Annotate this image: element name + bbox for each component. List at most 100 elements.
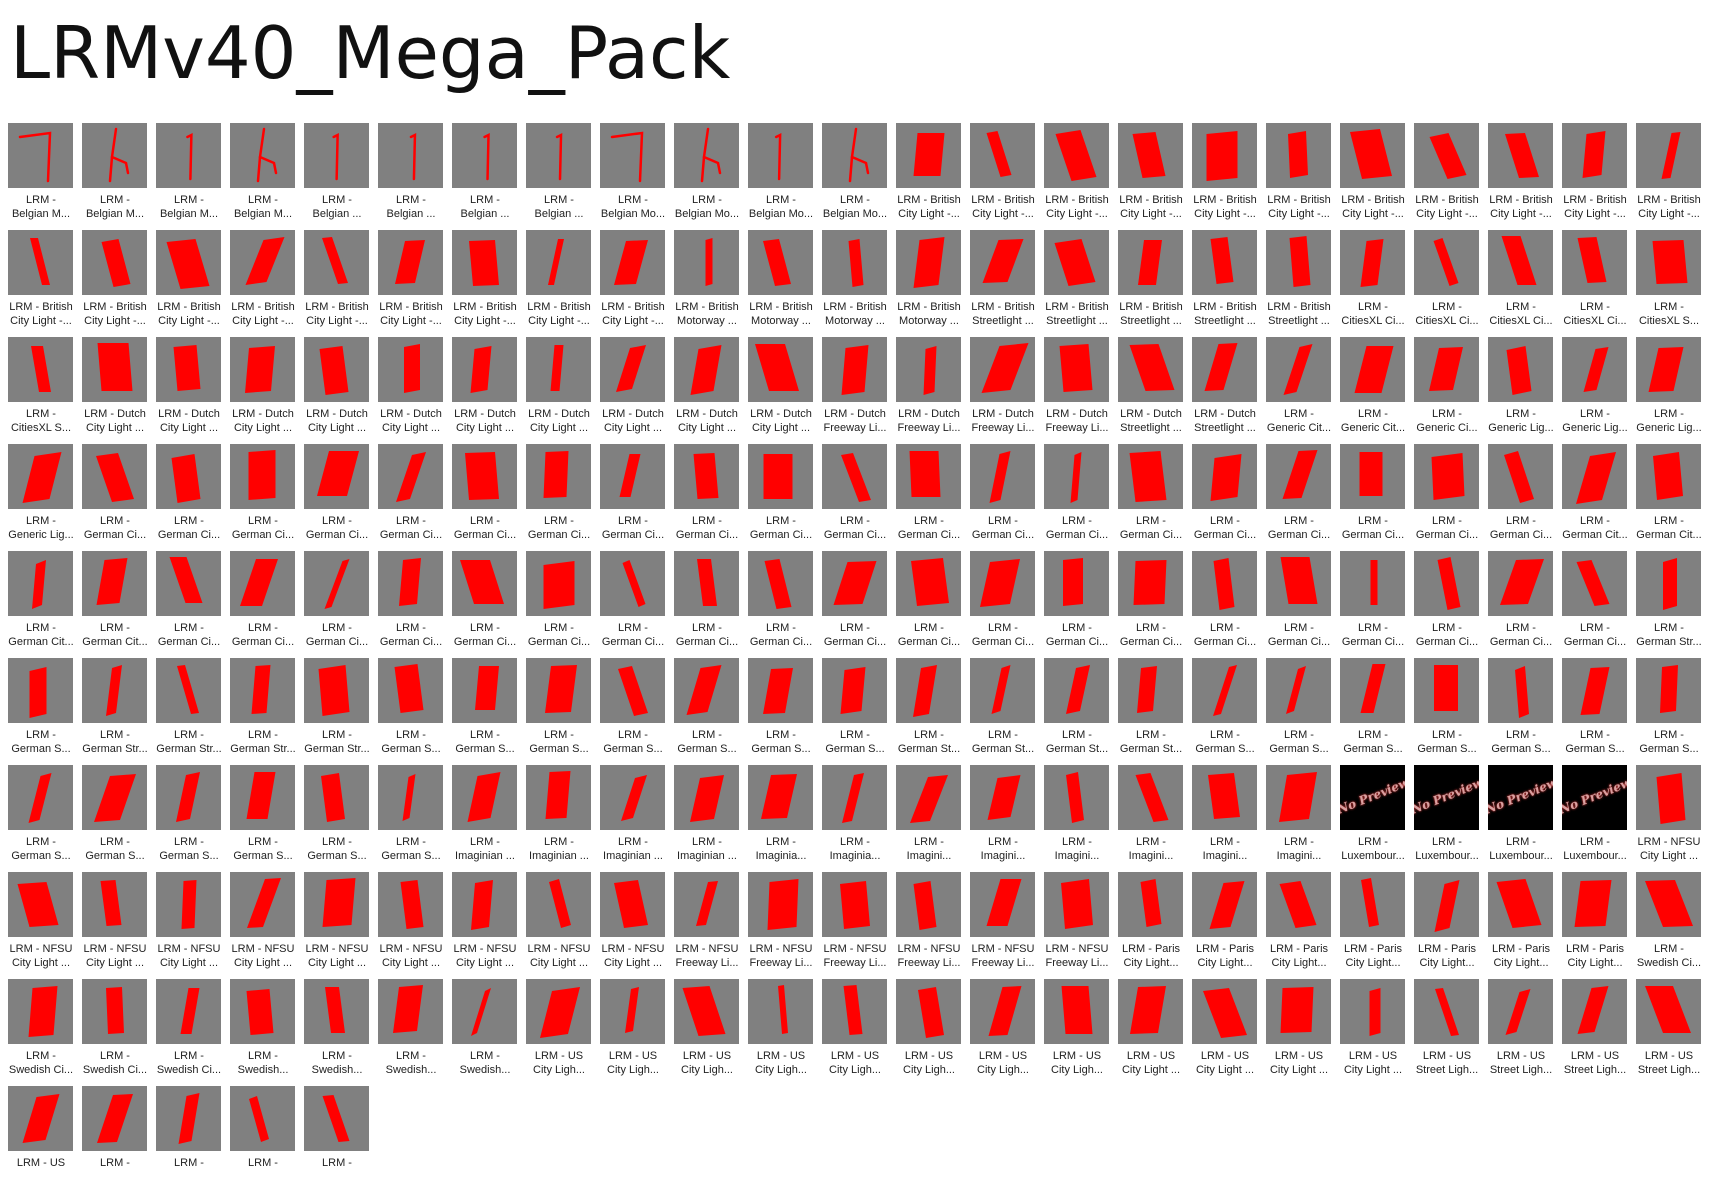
file-item[interactable]: LRM - German Cit... [78,548,152,655]
file-item[interactable]: LRM - German Ci... [892,441,966,548]
file-item[interactable]: LRM - Imaginian ... [448,762,522,869]
file-item[interactable]: LRM - Imagini... [1040,762,1114,869]
file-item[interactable]: LRM - German S... [374,655,448,762]
file-item[interactable]: LRM - Imagini... [892,762,966,869]
file-item[interactable]: LRM - Paris City Light... [1188,869,1262,976]
file-item[interactable]: LRM - German Ci... [1188,548,1262,655]
file-item[interactable]: LRM - Belgian Mo... [670,120,744,227]
file-item[interactable]: LRM - NFSU Freeway Li... [966,869,1040,976]
file-item[interactable]: LRM - NFSU Freeway Li... [892,869,966,976]
file-item[interactable]: LRM - Belgian Mo... [596,120,670,227]
file-item[interactable]: LRM - German Str... [300,655,374,762]
file-item[interactable]: LRM - NFSU City Light ... [4,869,78,976]
file-item[interactable]: LRM - US City Light ... [1262,976,1336,1083]
file-item[interactable]: LRM - German S... [1410,655,1484,762]
file-item[interactable]: LRM - Imaginian ... [670,762,744,869]
file-item[interactable]: LRM - German S... [226,762,300,869]
file-item[interactable]: LRM - British City Light -... [1114,120,1188,227]
file-item[interactable]: LRM - US City Ligh... [744,976,818,1083]
file-item[interactable]: LRM - German S... [1632,655,1706,762]
file-item[interactable]: LRM - Belgian ... [448,120,522,227]
file-item[interactable]: LRM - Dutch City Light ... [300,334,374,441]
file-item[interactable]: LRM - British City Light -... [448,227,522,334]
file-item[interactable]: LRM - Generic Cit... [1336,334,1410,441]
file-item[interactable]: LRM - Belgian ... [374,120,448,227]
file-item[interactable]: LRM - German Ci... [744,548,818,655]
file-item[interactable]: LRM - US City Ligh... [522,976,596,1083]
file-item[interactable]: LRM - German S... [4,762,78,869]
file-item[interactable]: LRM - [300,1083,374,1190]
file-item[interactable]: LRM - British City Light -... [152,227,226,334]
file-item[interactable]: LRM - [152,1083,226,1190]
file-item[interactable]: LRM - Dutch City Light ... [744,334,818,441]
file-item[interactable]: LRM - German Ci... [1336,441,1410,548]
file-item[interactable]: LRM - Imagini... [1114,762,1188,869]
file-item[interactable]: LRM - British City Light -... [966,120,1040,227]
file-item[interactable]: LRM - German S... [300,762,374,869]
file-item[interactable]: LRM - British Streetlight ... [1188,227,1262,334]
file-item[interactable]: LRM - German S... [152,762,226,869]
file-item[interactable]: LRM - Dutch City Light ... [522,334,596,441]
file-item[interactable]: LRM - CitiesXL Ci... [1410,227,1484,334]
file-item[interactable]: LRM - British Motorway ... [818,227,892,334]
file-item[interactable]: LRM - [226,1083,300,1190]
file-item[interactable]: LRM - German Ci... [670,548,744,655]
file-item[interactable]: LRM - Paris City Light... [1262,869,1336,976]
file-item[interactable]: LRM - US City Ligh... [966,976,1040,1083]
file-item[interactable]: LRM - German Ci... [522,548,596,655]
file-item[interactable]: LRM - Belgian ... [300,120,374,227]
file-item[interactable]: LRM - Swedish Ci... [152,976,226,1083]
file-item[interactable]: LRM - British Streetlight ... [1040,227,1114,334]
file-item[interactable]: LRM - Imaginian ... [522,762,596,869]
file-item[interactable]: LRM - British City Light -... [4,227,78,334]
file-item[interactable]: LRM - German S... [818,655,892,762]
file-item[interactable]: No Preview LRM - Luxembour... [1336,762,1410,869]
file-item[interactable]: LRM - German Ci... [892,548,966,655]
file-item[interactable]: LRM - British Motorway ... [744,227,818,334]
file-item[interactable]: LRM - NFSU City Light ... [300,869,374,976]
file-item[interactable]: LRM - German S... [448,655,522,762]
file-item[interactable]: LRM - Dutch Freeway Li... [966,334,1040,441]
file-item[interactable]: LRM - German S... [1484,655,1558,762]
file-item[interactable]: LRM - US City Ligh... [892,976,966,1083]
file-item[interactable]: LRM - Generic Lig... [4,441,78,548]
file-item[interactable]: LRM - German Str... [152,655,226,762]
file-item[interactable]: LRM - Imagini... [1262,762,1336,869]
file-item[interactable]: LRM - German Ci... [966,441,1040,548]
file-item[interactable]: LRM - German Ci... [1558,548,1632,655]
file-item[interactable]: LRM - US City Ligh... [818,976,892,1083]
file-item[interactable]: LRM - British City Light -... [1558,120,1632,227]
file-item[interactable]: LRM - British City Light -... [78,227,152,334]
file-item[interactable]: LRM - British Motorway ... [892,227,966,334]
file-item[interactable]: LRM - German S... [374,762,448,869]
file-item[interactable]: LRM - German Str... [78,655,152,762]
file-item[interactable]: LRM - NFSU Freeway Li... [670,869,744,976]
file-item[interactable]: LRM - German Ci... [1262,548,1336,655]
file-item[interactable]: LRM - US Street Ligh... [1632,976,1706,1083]
file-item[interactable]: LRM - German Ci... [374,548,448,655]
file-item[interactable]: LRM - German Ci... [1040,548,1114,655]
file-item[interactable]: LRM - German Cit... [1632,441,1706,548]
file-item[interactable]: LRM - British City Light -... [226,227,300,334]
file-item[interactable]: LRM - German St... [892,655,966,762]
file-item[interactable]: LRM - NFSU Freeway Li... [744,869,818,976]
file-item[interactable]: LRM - Imaginian ... [596,762,670,869]
file-item[interactable]: LRM - British City Light -... [892,120,966,227]
file-item[interactable]: LRM - NFSU Freeway Li... [818,869,892,976]
file-item[interactable]: LRM - Dutch City Light ... [374,334,448,441]
file-item[interactable]: LRM - German Ci... [1114,548,1188,655]
file-item[interactable]: LRM - German S... [522,655,596,762]
file-item[interactable]: No Preview LRM - Luxembour... [1558,762,1632,869]
file-item[interactable]: LRM - Swedish Ci... [1632,869,1706,976]
file-item[interactable]: LRM - US Street Ligh... [1558,976,1632,1083]
file-item[interactable]: LRM - British City Light -... [1484,120,1558,227]
file-item[interactable]: LRM - Belgian M... [4,120,78,227]
file-item[interactable]: LRM - Imaginia... [744,762,818,869]
file-item[interactable]: LRM - Belgian M... [226,120,300,227]
file-item[interactable]: LRM - Dutch City Light ... [596,334,670,441]
file-item[interactable]: LRM - [78,1083,152,1190]
file-item[interactable]: LRM - Generic Lig... [1632,334,1706,441]
file-item[interactable]: LRM - Swedish Ci... [78,976,152,1083]
file-item[interactable]: LRM - Dutch Streetlight ... [1114,334,1188,441]
file-item[interactable]: LRM - German Ci... [300,548,374,655]
